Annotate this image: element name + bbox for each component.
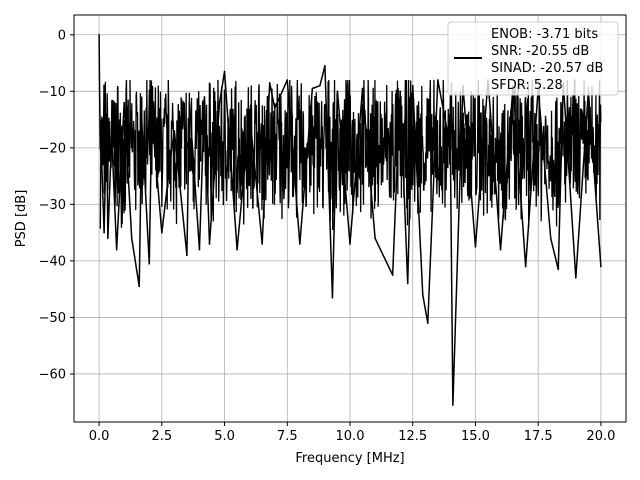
psd-point <box>426 322 429 324</box>
legend-sinad: SINAD: -20.57 dB <box>491 61 603 76</box>
psd-point <box>138 285 141 288</box>
y-tick-label: −10 <box>39 85 66 100</box>
psd-noise-trace <box>99 79 602 230</box>
psd-point <box>324 65 326 67</box>
y-tick-label: −30 <box>39 198 66 213</box>
psd-point <box>273 107 276 110</box>
x-tick-label: 20.0 <box>586 429 615 444</box>
psd-point <box>171 147 173 149</box>
x-axis-ticks: 0.0 2.5 5.0 7.5 10.0 12.5 15.0 17.5 20.0 <box>89 422 615 444</box>
psd-point <box>600 265 602 268</box>
x-tick-label: 15.0 <box>461 429 490 444</box>
psd-point <box>331 296 334 299</box>
x-tick-label: 12.5 <box>398 429 427 444</box>
psd-point <box>474 245 477 248</box>
x-tick-label: 7.5 <box>277 429 298 444</box>
y-axis-ticks: 0 −10 −20 −30 −40 −50 −60 <box>39 28 74 382</box>
psd-line <box>98 34 602 406</box>
psd-point <box>148 262 151 265</box>
x-tick-label: 17.5 <box>524 429 553 444</box>
psd-point <box>399 90 401 93</box>
psd-point <box>406 282 409 285</box>
psd-point <box>449 147 452 149</box>
psd-point <box>188 101 191 104</box>
psd-point <box>100 158 103 160</box>
x-tick-label: 5.0 <box>214 429 235 444</box>
psd-point <box>286 79 289 81</box>
psd-point <box>549 237 552 240</box>
y-tick-label: −40 <box>39 254 66 269</box>
psd-point <box>311 87 314 90</box>
psd-point <box>110 135 113 138</box>
psd-point <box>150 113 153 115</box>
psd-point <box>319 84 321 87</box>
psd-point <box>374 237 376 240</box>
psd-point <box>186 254 188 257</box>
y-tick-label: −50 <box>39 311 66 326</box>
psd-point <box>437 79 439 81</box>
x-tick-label: 0.0 <box>89 429 110 444</box>
psd-point <box>208 243 211 245</box>
psd-point <box>105 113 108 115</box>
psd-point <box>130 237 133 240</box>
psd-point <box>299 243 301 245</box>
psd-point <box>268 82 271 84</box>
y-axis-label: PSD [dB] <box>14 190 29 248</box>
y-tick-label: −20 <box>39 141 66 156</box>
y-tick-label: 0 <box>58 28 66 43</box>
psd-point <box>223 70 226 73</box>
psd-point <box>261 243 263 245</box>
psd-point <box>140 118 143 121</box>
psd-point <box>161 231 163 234</box>
psd-point <box>349 243 351 245</box>
psd-point <box>575 277 577 279</box>
psd-point <box>411 84 414 87</box>
x-tick-label: 2.5 <box>151 429 172 444</box>
psd-point <box>236 248 238 251</box>
psd-point <box>361 87 364 90</box>
legend: ENOB: -3.71 bits SNR: -20.55 dB SINAD: -… <box>447 21 619 96</box>
psd-point <box>421 294 424 296</box>
psd-point <box>557 268 560 271</box>
legend-enob: ENOB: -3.71 bits <box>491 27 598 42</box>
psd-point <box>524 265 527 268</box>
psd-point <box>218 101 221 104</box>
psd-point <box>198 248 201 251</box>
noise-floor-band <box>99 79 602 230</box>
legend-box <box>447 21 619 96</box>
psd-point <box>499 248 502 251</box>
psd-point <box>98 33 100 36</box>
psd-point <box>336 90 339 93</box>
psd-point <box>452 404 454 406</box>
grid <box>74 15 626 422</box>
y-tick-label: −60 <box>39 367 66 382</box>
psd-point <box>99 147 102 149</box>
psd-point <box>173 130 176 132</box>
psd-point <box>391 274 394 276</box>
psd-point <box>123 101 125 104</box>
psd-point <box>98 90 101 93</box>
psd-point <box>115 248 118 251</box>
legend-sfdr: SFDR: 5.28 <box>491 78 563 93</box>
psd-point <box>203 96 206 98</box>
x-axis-label: Frequency [MHz] <box>295 451 404 466</box>
psd-point <box>107 237 109 240</box>
psd-point <box>103 231 105 234</box>
psd-point <box>248 113 251 115</box>
legend-snr: SNR: -20.55 dB <box>491 44 589 59</box>
x-tick-label: 10.0 <box>336 429 365 444</box>
